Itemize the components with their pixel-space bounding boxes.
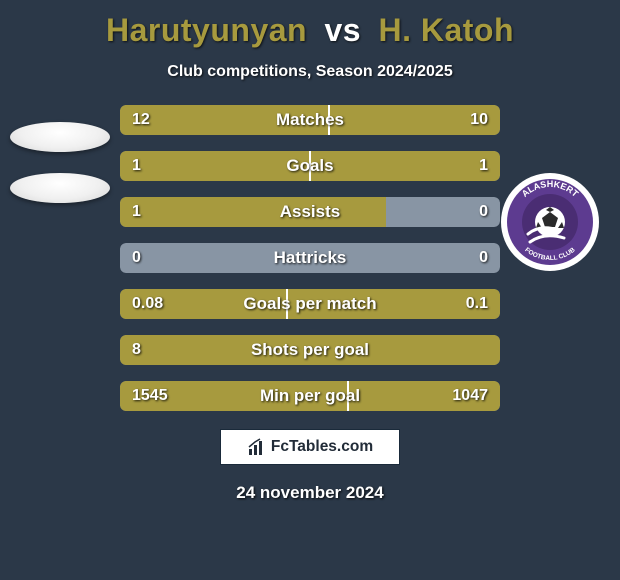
- stat-fill-right: [310, 151, 500, 181]
- page-title: Harutyunyan vs H. Katoh: [0, 12, 620, 49]
- stat-separator: [347, 381, 349, 411]
- club-badge: ALASHKERT FOOTBALL CLUB: [500, 172, 600, 272]
- logo-text: FcTables.com: [271, 438, 373, 456]
- stat-fill-left: [120, 289, 287, 319]
- stat-fill-left: [120, 335, 500, 365]
- date-label: 24 november 2024: [0, 483, 620, 503]
- stat-row: 8Shots per goal: [120, 335, 500, 365]
- stat-fill-right: [348, 381, 500, 411]
- stat-separator: [286, 289, 288, 319]
- stat-fill-right: [329, 105, 500, 135]
- stat-separator: [309, 151, 311, 181]
- stat-fill-left: [120, 151, 310, 181]
- stat-separator: [328, 105, 330, 135]
- player-oval-placeholder: [10, 173, 110, 203]
- fctables-logo: FcTables.com: [220, 429, 400, 465]
- stat-row: 10Assists: [120, 197, 500, 227]
- stat-row: 15451047Min per goal: [120, 381, 500, 411]
- stat-fill-left: [120, 105, 329, 135]
- stat-row: 11Goals: [120, 151, 500, 181]
- stat-row: 0.080.1Goals per match: [120, 289, 500, 319]
- stat-row: 00Hattricks: [120, 243, 500, 273]
- stat-fill-left: [120, 197, 386, 227]
- player1-name: Harutyunyan: [106, 12, 307, 48]
- stat-fill-left: [120, 381, 348, 411]
- subtitle: Club competitions, Season 2024/2025: [0, 63, 620, 81]
- player-oval-placeholder: [10, 122, 110, 152]
- player2-name: H. Katoh: [378, 12, 514, 48]
- stat-track: [120, 243, 500, 273]
- barchart-icon: [247, 437, 267, 457]
- vs-separator: vs: [324, 12, 361, 48]
- stat-row: 1210Matches: [120, 105, 500, 135]
- content: Harutyunyan vs H. Katoh Club competition…: [0, 0, 620, 580]
- stat-fill-right: [287, 289, 500, 319]
